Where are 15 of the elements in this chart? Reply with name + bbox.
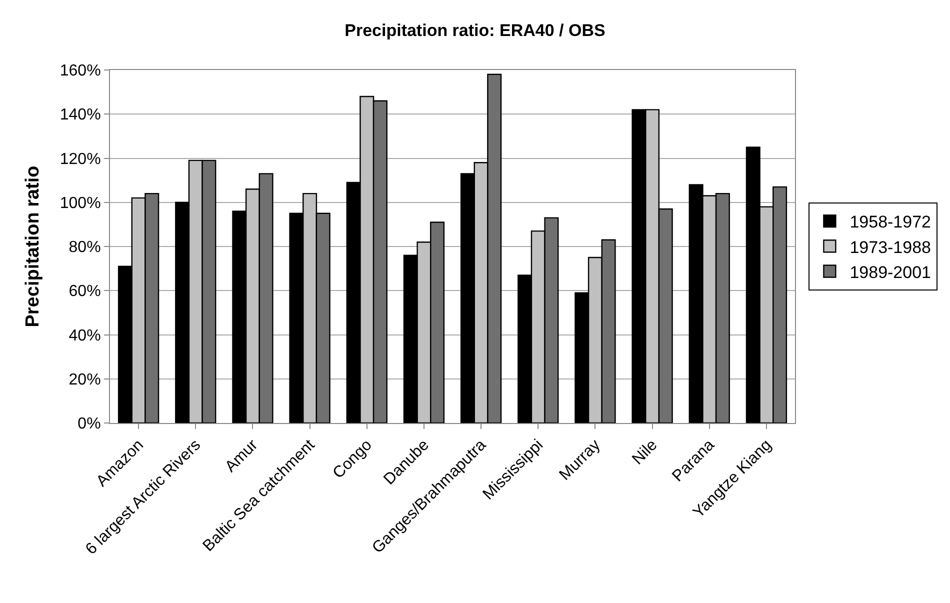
y-tick-label: 0% — [78, 416, 101, 433]
chart-title: Precipitation ratio: ERA40 / OBS — [344, 21, 606, 40]
y-tick-label: 100% — [60, 194, 101, 212]
y-tick-label: 120% — [60, 150, 101, 168]
y-tick-label: 40% — [68, 327, 101, 344]
y-tick-label: 60% — [68, 283, 101, 300]
y-tick-label: 20% — [68, 371, 101, 388]
y-tick-label: 140% — [60, 106, 101, 124]
y-axis-title: Precipitation ratio — [22, 166, 44, 328]
legend-label: 1989-2001 — [850, 262, 932, 282]
legend-label: 1973-1988 — [850, 238, 932, 257]
y-tick-label: 160% — [60, 62, 101, 80]
legend-label: 1958-1972 — [850, 212, 932, 232]
x-tick-label: Nile — [629, 436, 661, 468]
y-tick-label: 80% — [68, 239, 101, 256]
